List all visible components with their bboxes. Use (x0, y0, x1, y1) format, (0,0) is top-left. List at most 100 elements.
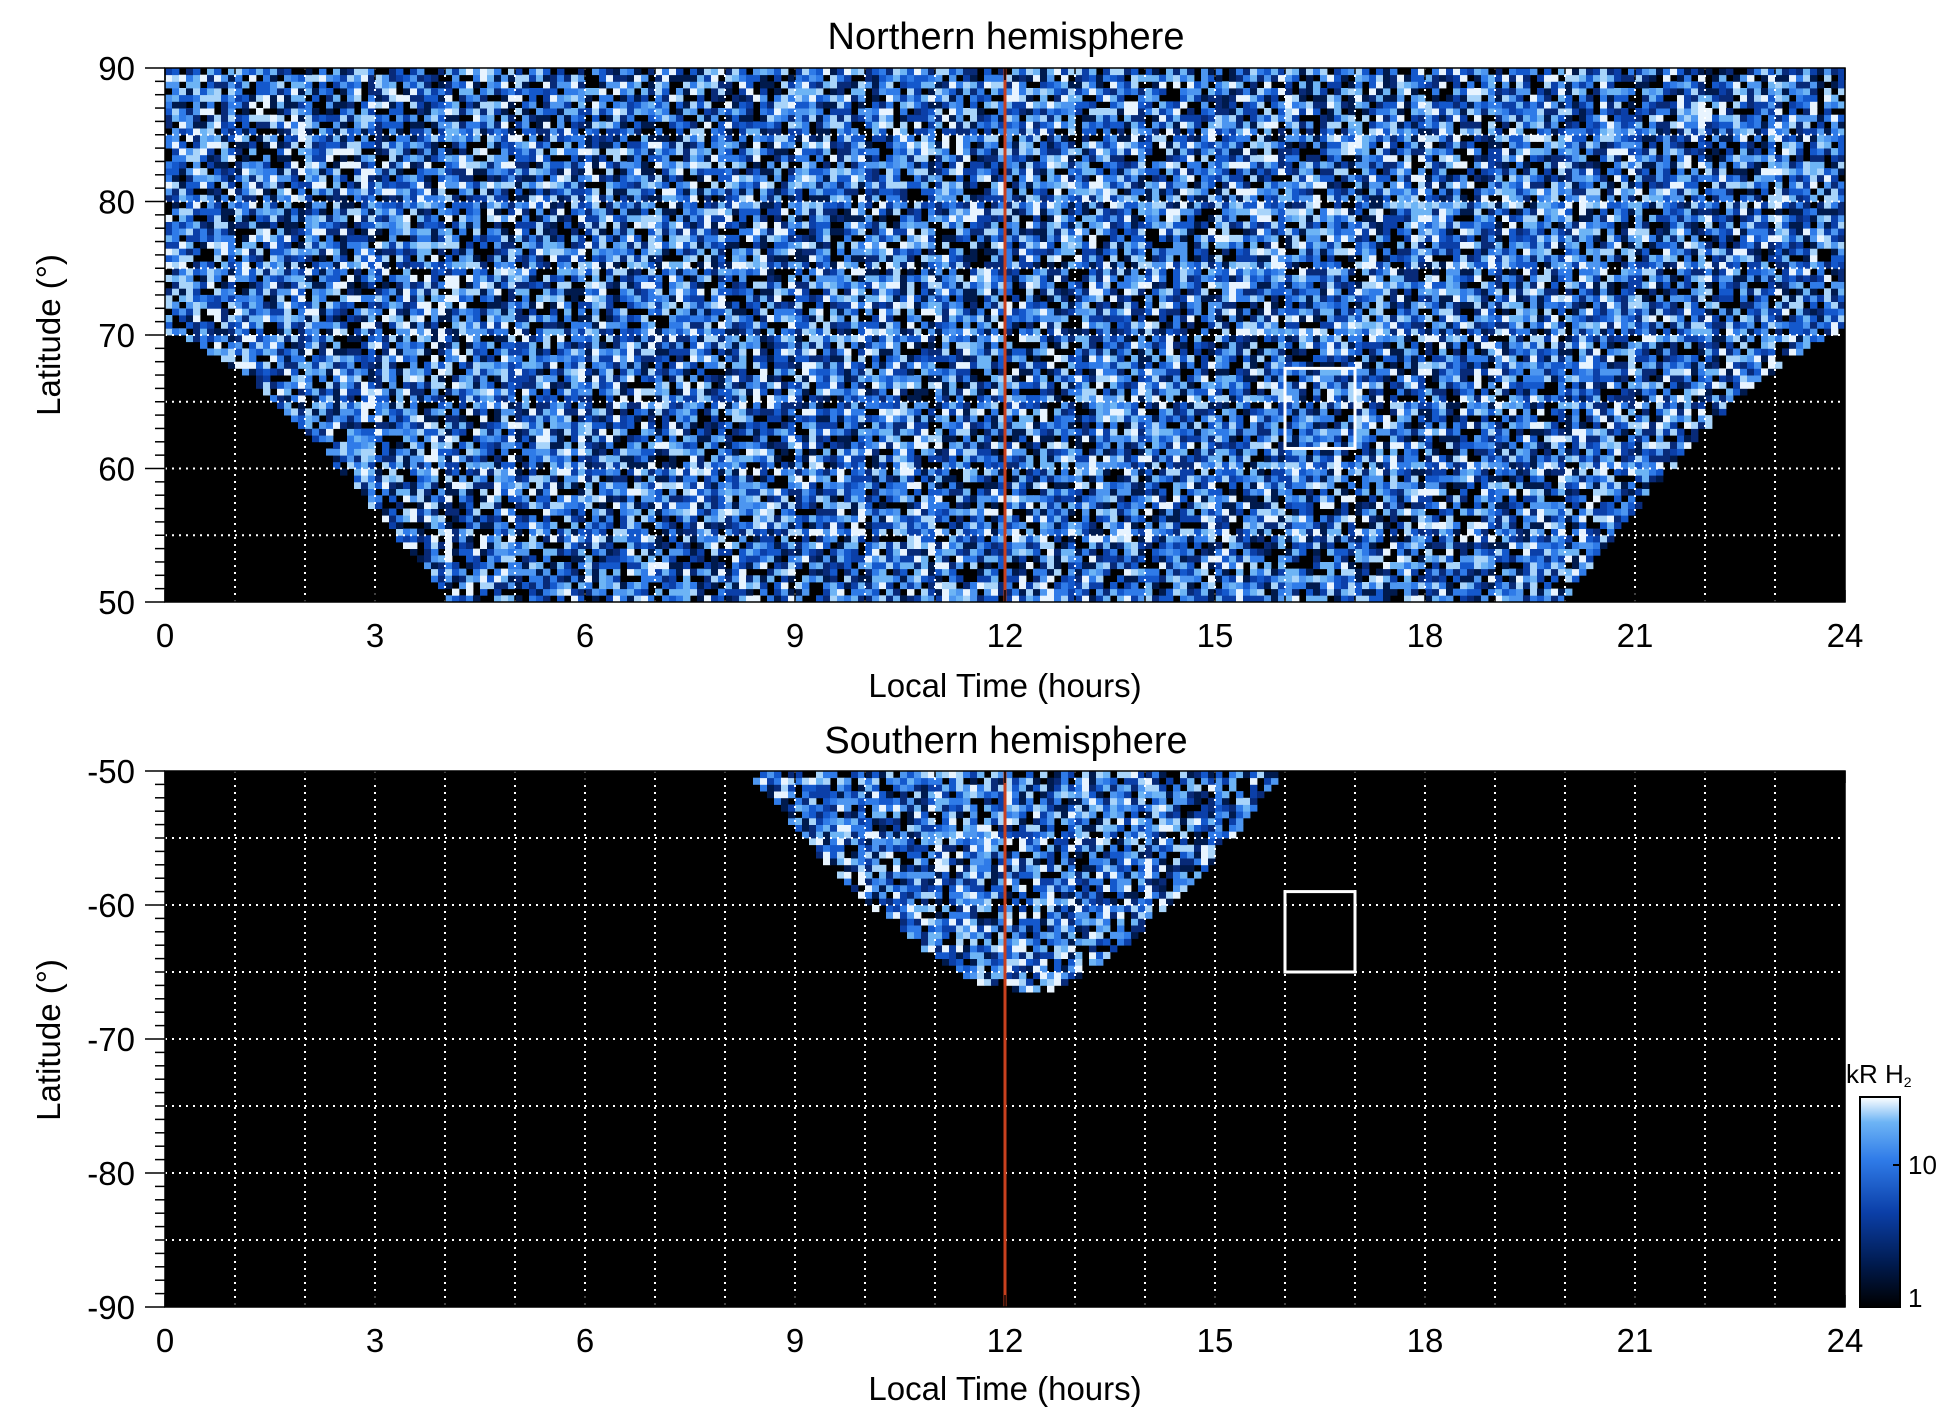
heat-cell (256, 375, 264, 383)
heat-cell (487, 321, 495, 329)
heat-cell (459, 128, 467, 136)
heat-cell (613, 248, 621, 256)
heat-cell (746, 495, 754, 503)
heat-cell (655, 495, 663, 503)
heat-cell (298, 254, 306, 262)
heat-cell (662, 508, 670, 516)
heat-cell (256, 288, 264, 296)
heat-cell (676, 315, 684, 323)
heat-cell (690, 588, 698, 596)
heat-cell (438, 68, 446, 76)
heat-cell (564, 441, 572, 449)
heat-cell (697, 455, 705, 463)
heat-cell (550, 208, 558, 216)
heat-cell (676, 375, 684, 383)
heat-cell (403, 415, 411, 423)
heat-cell (571, 114, 579, 122)
heat-cell (319, 208, 327, 216)
heat-cell (606, 274, 614, 282)
heat-cell (235, 81, 243, 89)
heat-cell (284, 74, 292, 82)
heat-cell (711, 562, 719, 570)
heat-cell (284, 194, 292, 202)
heat-cell (683, 381, 691, 389)
heat-cell (662, 108, 670, 116)
heat-cell (333, 221, 341, 229)
heat-cell (592, 268, 600, 276)
heat-cell (543, 575, 551, 583)
heat-cell (431, 281, 439, 289)
heat-cell (403, 348, 411, 356)
heat-cell (739, 128, 747, 136)
heat-cell (557, 368, 565, 376)
heat-cell (382, 441, 390, 449)
heat-cell (508, 294, 516, 302)
heat-cell (725, 368, 733, 376)
heat-cell (501, 461, 509, 469)
heat-cell (774, 234, 782, 242)
heat-cell (585, 348, 593, 356)
heat-cell (711, 134, 719, 142)
heat-cell (676, 134, 684, 142)
heat-cell (347, 74, 355, 82)
heat-cell (711, 188, 719, 196)
heat-cell (683, 568, 691, 576)
heat-cell (753, 535, 761, 543)
heat-cell (452, 408, 460, 416)
heat-cell (410, 428, 418, 436)
heat-cell (459, 294, 467, 302)
heat-cell (459, 288, 467, 296)
heat-cell (186, 294, 194, 302)
heat-cell (452, 455, 460, 463)
heat-cell (326, 368, 334, 376)
heat-cell (256, 121, 264, 129)
heat-cell (788, 515, 796, 523)
heat-cell (291, 134, 299, 142)
heat-cell (466, 388, 474, 396)
heat-cell (319, 254, 327, 262)
heat-cell (697, 288, 705, 296)
heat-cell (585, 201, 593, 209)
heat-cell (676, 595, 684, 603)
heat-cell (578, 101, 586, 109)
heat-cell (781, 508, 789, 516)
heat-cell (494, 321, 502, 329)
heat-cell (613, 495, 621, 503)
heat-cell (284, 234, 292, 242)
heat-cell (690, 408, 698, 416)
heat-cell (536, 421, 544, 429)
heat-cell (641, 281, 649, 289)
heat-cell (298, 401, 306, 409)
heat-cell (172, 81, 180, 89)
heat-cell (165, 221, 173, 229)
heat-cell (368, 228, 376, 236)
heat-cell (501, 348, 509, 356)
heat-cell (683, 214, 691, 222)
heat-cell (711, 395, 719, 403)
heat-cell (522, 288, 530, 296)
heat-cell (718, 94, 726, 102)
heat-cell (550, 368, 558, 376)
heat-cell (732, 108, 740, 116)
heat-cell (711, 221, 719, 229)
heat-cell (242, 254, 250, 262)
heat-cell (767, 81, 775, 89)
heat-cell (648, 241, 656, 249)
heat-cell (753, 168, 761, 176)
heat-cell (739, 468, 747, 476)
heat-cell (424, 368, 432, 376)
heat-cell (368, 108, 376, 116)
heat-cell (235, 335, 243, 343)
heat-cell (438, 401, 446, 409)
heat-cell (389, 488, 397, 496)
heat-cell (753, 468, 761, 476)
heat-cell (536, 121, 544, 129)
heat-cell (536, 148, 544, 156)
heat-cell (557, 94, 565, 102)
heat-cell (368, 81, 376, 89)
heat-cell (473, 355, 481, 363)
heat-cell (235, 194, 243, 202)
heat-cell (683, 301, 691, 309)
heat-cell (662, 562, 670, 570)
heat-cell (578, 194, 586, 202)
